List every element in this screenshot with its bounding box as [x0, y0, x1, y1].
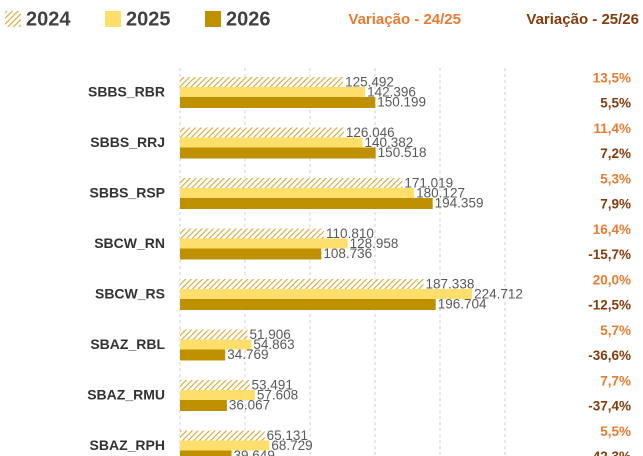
variation-label: 5,5%	[600, 424, 631, 439]
value-label: 108.736	[323, 246, 372, 261]
value-label: 53.491	[252, 378, 293, 393]
legend-swatch	[205, 11, 221, 27]
variation-label: -42,3%	[588, 449, 631, 456]
bar	[180, 339, 252, 350]
value-label: 180.127	[416, 186, 465, 201]
category-label: SBBS_RRJ	[90, 134, 165, 150]
bar	[180, 450, 232, 456]
value-label: 57.608	[257, 388, 298, 403]
variation-label: -12,5%	[588, 298, 631, 313]
bar	[180, 228, 325, 239]
category-label: SBAZ_RMU	[87, 387, 165, 403]
value-label: 51.906	[249, 327, 290, 342]
bar	[180, 299, 436, 310]
bar	[180, 380, 250, 390]
value-label: 36.067	[229, 398, 270, 413]
variation-label: -15,7%	[588, 247, 631, 262]
bar	[180, 279, 424, 289]
variation-label: 13,5%	[593, 71, 631, 86]
variation-label: 7,9%	[600, 197, 631, 212]
category-label: SBAZ_RPH	[90, 437, 165, 453]
category-label: SBBS_RBR	[88, 84, 165, 100]
value-label: 54.863	[253, 337, 294, 352]
bar	[180, 238, 348, 249]
value-label: 128.958	[350, 236, 399, 251]
variation-label: 5,3%	[600, 172, 631, 187]
value-label: 187.338	[426, 277, 475, 292]
category-label: SBCW_RN	[94, 235, 165, 251]
variation-label: 20,0%	[593, 273, 631, 288]
bar	[180, 349, 226, 361]
legend-swatch	[5, 11, 21, 27]
legend-swatch	[105, 11, 121, 27]
value-label: 68.729	[271, 438, 312, 453]
value-label: 142.396	[367, 85, 416, 100]
bar	[180, 87, 366, 97]
value-label: 194.359	[435, 196, 484, 211]
value-label: 126.046	[346, 125, 395, 140]
bar	[180, 329, 248, 340]
value-label: 150.199	[377, 95, 426, 110]
variation-label: -36,6%	[588, 348, 631, 363]
bar	[180, 390, 255, 400]
value-label: 150.518	[378, 145, 427, 160]
legend-label: 2025	[126, 8, 171, 30]
variation-label: 7,2%	[600, 146, 631, 161]
value-label: 65.131	[267, 428, 308, 443]
legend-label: 2026	[226, 8, 271, 30]
bar	[180, 198, 433, 209]
category-label: SBBS_RSP	[90, 185, 165, 201]
variation-label: 5,7%	[600, 323, 631, 338]
variation-label: 11,4%	[593, 121, 631, 136]
value-label: 196.704	[438, 297, 487, 312]
bar	[180, 97, 376, 108]
bar	[180, 147, 376, 159]
variation-header: Variação - 25/26	[526, 11, 639, 28]
legend-label: 2024	[26, 8, 71, 30]
bar	[180, 289, 473, 299]
value-label: 125.492	[345, 75, 394, 90]
bar	[180, 248, 322, 260]
variation-label: -37,4%	[588, 399, 631, 414]
category-label: SBAZ_RBL	[90, 336, 165, 352]
value-label: 171.019	[404, 176, 453, 191]
bar	[180, 178, 403, 188]
variation-header: Variação - 24/25	[348, 11, 461, 28]
bar	[180, 430, 265, 441]
variation-label: 16,4%	[593, 222, 631, 237]
value-label: 110.810	[326, 226, 374, 241]
value-label: 224.712	[474, 287, 523, 302]
variation-label: 7,7%	[600, 374, 631, 389]
category-label: SBCW_RS	[95, 286, 165, 302]
bar	[180, 127, 344, 138]
bar	[180, 77, 344, 87]
variation-label: 5,5%	[600, 96, 631, 111]
bar	[180, 440, 270, 451]
value-label: 140.382	[364, 135, 413, 150]
value-label: 39.649	[234, 448, 275, 456]
bar	[180, 400, 227, 411]
bar	[180, 137, 363, 148]
value-label: 34.769	[227, 347, 268, 362]
bar	[180, 188, 415, 198]
